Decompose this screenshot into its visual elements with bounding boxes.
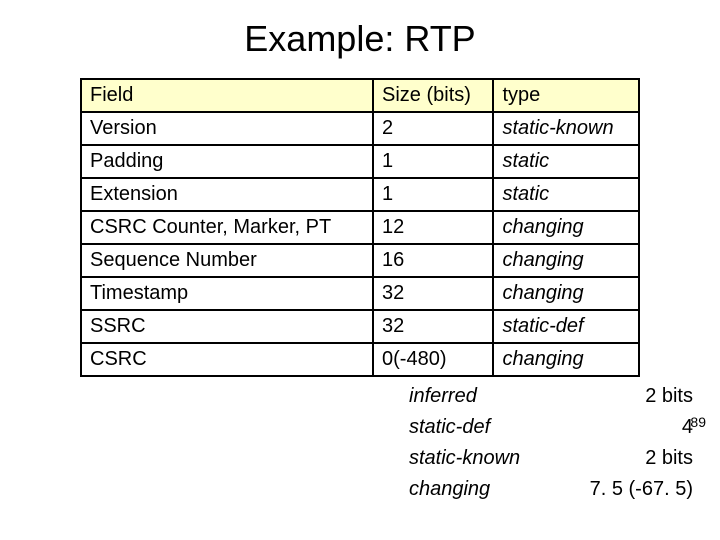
cell-size: 2 [373,112,493,145]
table-row: Version 2 static-known [81,112,639,145]
cell-size: 0(-480) [373,343,493,376]
rtp-field-table: Field Size (bits) type Version 2 static-… [80,78,640,377]
summary-row: static-known 2 bits [401,443,701,474]
summary-key: changing [401,474,556,505]
table-row: CSRC 0(-480) changing [81,343,639,376]
cell-field: Padding [81,145,373,178]
col-type: type [493,79,639,112]
page-number: 89 [690,414,706,430]
summary-value: 4 [556,412,701,443]
table-row: SSRC 32 static-def [81,310,639,343]
table-row: Extension 1 static [81,178,639,211]
table-header: Field Size (bits) type [81,79,639,112]
slide: Example: RTP Field Size (bits) type Vers… [0,0,720,540]
table-row: CSRC Counter, Marker, PT 12 changing [81,211,639,244]
cell-type: static [493,145,639,178]
cell-type: changing [493,211,639,244]
table-row: Timestamp 32 changing [81,277,639,310]
col-field: Field [81,79,373,112]
cell-type: static [493,178,639,211]
cell-field: CSRC Counter, Marker, PT [81,211,373,244]
col-size: Size (bits) [373,79,493,112]
cell-field: CSRC [81,343,373,376]
cell-type: static-known [493,112,639,145]
table-row: Sequence Number 16 changing [81,244,639,277]
table-row: Padding 1 static [81,145,639,178]
summary-row: changing 7. 5 (-67. 5) [401,474,701,505]
cell-type: changing [493,343,639,376]
summary-key: inferred [401,381,556,412]
cell-type: changing [493,244,639,277]
summary-value: 7. 5 (-67. 5) [556,474,701,505]
table-body: Version 2 static-known Padding 1 static … [81,112,639,376]
summary-value: 2 bits [556,443,701,474]
summary-value: 2 bits [556,381,701,412]
summary-row: static-def 4 [401,412,701,443]
cell-type: static-def [493,310,639,343]
cell-field: SSRC [81,310,373,343]
cell-size: 32 [373,310,493,343]
summary-key: static-def [401,412,556,443]
slide-title: Example: RTP [50,18,670,60]
cell-field: Timestamp [81,277,373,310]
cell-size: 16 [373,244,493,277]
cell-type: changing [493,277,639,310]
cell-size: 1 [373,145,493,178]
cell-field: Extension [81,178,373,211]
cell-field: Sequence Number [81,244,373,277]
cell-size: 32 [373,277,493,310]
summary-table: inferred 2 bits static-def 4 static-know… [401,381,701,505]
summary-key: static-known [401,443,556,474]
cell-size: 1 [373,178,493,211]
cell-size: 12 [373,211,493,244]
summary-row: inferred 2 bits [401,381,701,412]
cell-field: Version [81,112,373,145]
